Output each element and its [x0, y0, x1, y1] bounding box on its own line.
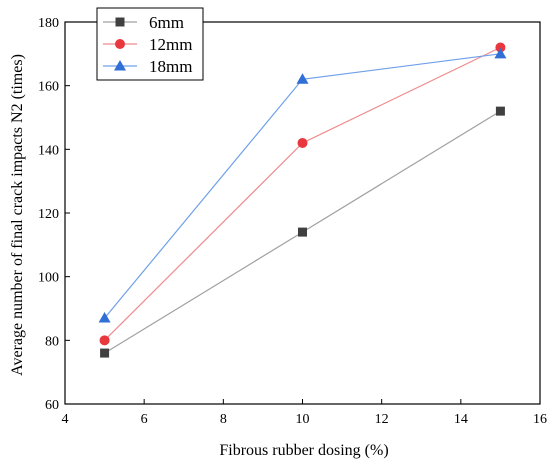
x-tick-label: 8 [220, 412, 227, 427]
legend-label-6mm: 6mm [149, 13, 184, 32]
legend-label-18mm: 18mm [149, 57, 192, 76]
y-tick-label: 120 [38, 207, 59, 222]
x-tick-label: 16 [533, 412, 547, 427]
y-tick-label: 140 [38, 143, 59, 158]
data-point-12mm [495, 42, 506, 53]
x-axis-title: Fibrous rubber dosing (%) [219, 442, 388, 459]
y-tick-label: 180 [38, 16, 59, 31]
data-point-12mm [99, 335, 110, 346]
legend-label-12mm: 12mm [149, 35, 192, 54]
data-point-18mm [494, 47, 507, 59]
data-point-18mm [98, 312, 111, 323]
x-tick-label: 12 [375, 412, 389, 427]
y-tick-label: 160 [38, 80, 59, 95]
x-tick-label: 4 [62, 412, 69, 427]
data-point-6mm [495, 106, 505, 116]
data-point-6mm [100, 348, 110, 358]
plot-area: 4 6 8 10 12 14 16 60 80 100 120 140 160 180 6mm 12mm 18m… [38, 7, 547, 427]
y-axis-title: Average number of final crack impacts N2… [9, 54, 26, 376]
data-point-6mm [298, 227, 307, 237]
data-point-18mm [296, 73, 309, 84]
legend-marker-18mm [114, 60, 126, 71]
data-point-12mm [297, 137, 308, 148]
y-tick-label: 100 [38, 271, 59, 286]
legend-marker-6mm [115, 17, 125, 27]
series-line-18mm [104, 53, 501, 319]
x-tick-label: 6 [141, 412, 148, 427]
x-tick-label: 14 [454, 412, 468, 427]
series-line-12mm [104, 46, 501, 341]
x-tick-label: 10 [296, 412, 310, 427]
y-tick-label: 60 [45, 398, 59, 413]
legend-marker-12mm [115, 39, 125, 49]
y-tick-label: 80 [45, 334, 59, 349]
